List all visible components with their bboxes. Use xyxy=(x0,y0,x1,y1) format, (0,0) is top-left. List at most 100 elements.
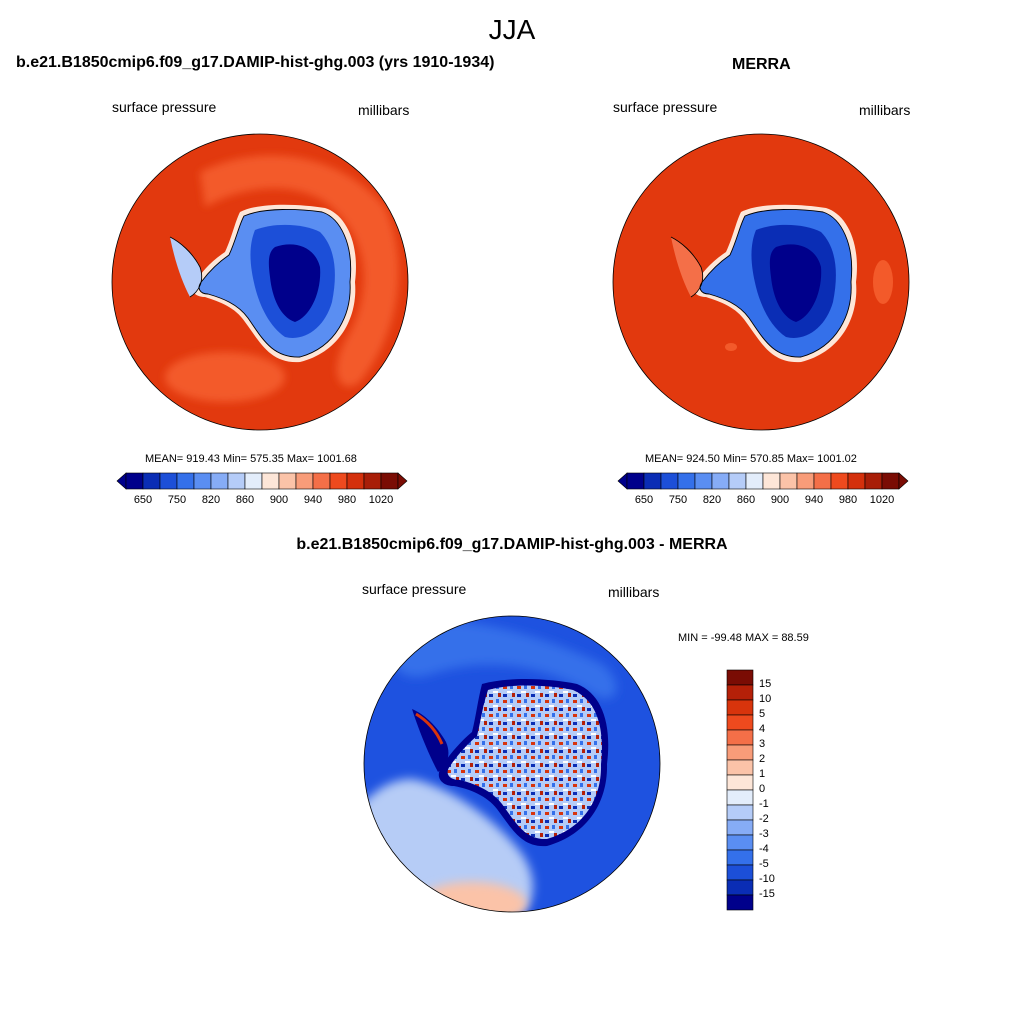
colorbar-tick-label: 940 xyxy=(303,494,323,506)
panel2-map xyxy=(612,133,910,431)
panel3-upper-band xyxy=(382,619,617,699)
colorbar-swatch xyxy=(830,472,849,490)
panel2-peninsula xyxy=(671,237,703,297)
panel1-map-border xyxy=(111,133,409,431)
panel3-title: b.e21.B1850cmip6.f09_g17.DAMIP-hist-ghg.… xyxy=(296,536,728,553)
panel2-title: MERRA xyxy=(732,56,791,73)
colorbar-swatch xyxy=(677,472,696,490)
colorbar-swatch xyxy=(864,472,883,490)
panel1-plateau-core xyxy=(268,244,321,322)
colorbar-tick-label: 980 xyxy=(838,494,858,506)
colorbar-tick-label: 750 xyxy=(668,494,688,506)
colorbar-swatch xyxy=(762,472,781,490)
colorbar-swatch xyxy=(726,714,754,731)
colorbar-swatch xyxy=(142,472,161,490)
colorbar-swatch xyxy=(227,472,246,490)
colorbar-swatch xyxy=(726,849,754,866)
colorbar-swatch xyxy=(329,472,348,490)
colorbar-swatch xyxy=(244,472,263,490)
colorbar-tick-label: 2 xyxy=(759,753,766,765)
colorbar-swatch xyxy=(726,879,754,896)
colorbar-tick-label: 5 xyxy=(759,708,766,720)
colorbar-high-end xyxy=(898,472,909,490)
colorbar-swatch xyxy=(193,472,212,490)
colorbar-swatch xyxy=(813,472,832,490)
panel3-peninsula-positive xyxy=(415,712,444,745)
colorbar-swatch xyxy=(643,472,662,490)
panel3-positive-region xyxy=(417,882,527,912)
colorbar-swatch xyxy=(726,804,754,821)
panel3-map-border xyxy=(363,615,661,913)
colorbar-swatch xyxy=(726,699,754,716)
panel2-map-border xyxy=(612,133,910,431)
panel1-high-band xyxy=(200,155,399,387)
panel3-peninsula xyxy=(412,709,449,772)
panel3-antarctica xyxy=(447,685,602,840)
colorbar-swatch xyxy=(726,759,754,776)
colorbar-tick-label: 0 xyxy=(759,783,766,795)
panel2-variable-label: surface pressure xyxy=(613,99,718,115)
colorbar-tick-label: 860 xyxy=(235,494,255,506)
colorbar-swatch xyxy=(726,864,754,881)
colorbar-swatch xyxy=(363,472,382,490)
colorbar-swatch xyxy=(726,894,754,911)
panel1-peninsula-coast xyxy=(169,236,203,298)
colorbar-swatch xyxy=(159,472,178,490)
colorbar-low-end xyxy=(116,472,127,490)
panel1-units-label: millibars xyxy=(358,102,410,118)
colorbar-tick-label: 10 xyxy=(759,693,772,705)
panel3-stats: MIN = -99.48 MAX = 88.59 xyxy=(678,632,809,644)
colorbar-tick-label: 820 xyxy=(702,494,722,506)
colorbar-tick-label: 650 xyxy=(634,494,654,506)
colorbar-swatch xyxy=(847,472,866,490)
panel1-coastline xyxy=(198,209,352,358)
season-title: JJA xyxy=(488,14,536,45)
panel1-peninsula xyxy=(170,237,202,297)
colorbar-tick-label: -5 xyxy=(759,858,769,870)
colorbar-swatch xyxy=(726,684,754,701)
panel2-plateau-core xyxy=(769,244,822,322)
colorbar-swatch xyxy=(726,744,754,761)
colorbar-swatch xyxy=(726,774,754,791)
colorbar-tick-label: 1020 xyxy=(368,494,394,506)
panel2-high-spot xyxy=(725,343,737,351)
colorbar-swatch xyxy=(295,472,314,490)
colorbar-tick-label: -2 xyxy=(759,813,769,825)
colorbar-swatch xyxy=(694,472,713,490)
colorbar-swatch xyxy=(779,472,798,490)
colorbar-swatch xyxy=(881,472,900,490)
panel2-peninsula-coast xyxy=(670,236,704,298)
colorbar-tick-label: 3 xyxy=(759,738,766,750)
colorbar-swatch xyxy=(261,472,280,490)
panel1-colorbar xyxy=(116,472,408,490)
colorbar-swatch xyxy=(726,819,754,836)
colorbar-tick-label: 980 xyxy=(337,494,357,506)
panel3-variable-label: surface pressure xyxy=(362,581,467,597)
colorbar-tick-label: 650 xyxy=(133,494,153,506)
colorbar-swatch xyxy=(745,472,764,490)
panel3-units-label: millibars xyxy=(608,584,660,600)
colorbar-tick-label: -15 xyxy=(759,888,775,900)
colorbar-tick-label: 820 xyxy=(201,494,221,506)
panel1-variable-label: surface pressure xyxy=(112,99,217,115)
colorbar-swatch xyxy=(726,669,754,686)
colorbar-tick-label: 1 xyxy=(759,768,766,780)
colorbar-swatch xyxy=(660,472,679,490)
panel2-stats: MEAN= 924.50 Min= 570.85 Max= 1001.02 xyxy=(645,453,857,465)
colorbar-low-end xyxy=(617,472,628,490)
panel2-colorbar xyxy=(617,472,909,490)
colorbar-swatch xyxy=(728,472,747,490)
panel2-coastline xyxy=(699,209,853,358)
panel1-high-patch xyxy=(165,352,285,402)
colorbar-tick-label: 1020 xyxy=(869,494,895,506)
colorbar-tick-label: -3 xyxy=(759,828,769,840)
colorbar-swatch xyxy=(125,472,144,490)
colorbar-tick-label: 900 xyxy=(770,494,790,506)
colorbar-swatch xyxy=(380,472,399,490)
colorbar-tick-label: 860 xyxy=(736,494,756,506)
colorbar-tick-label: -1 xyxy=(759,798,769,810)
colorbar-swatch xyxy=(210,472,229,490)
colorbar-swatch xyxy=(176,472,195,490)
colorbar-swatch xyxy=(711,472,730,490)
colorbar-tick-label: 940 xyxy=(804,494,824,506)
